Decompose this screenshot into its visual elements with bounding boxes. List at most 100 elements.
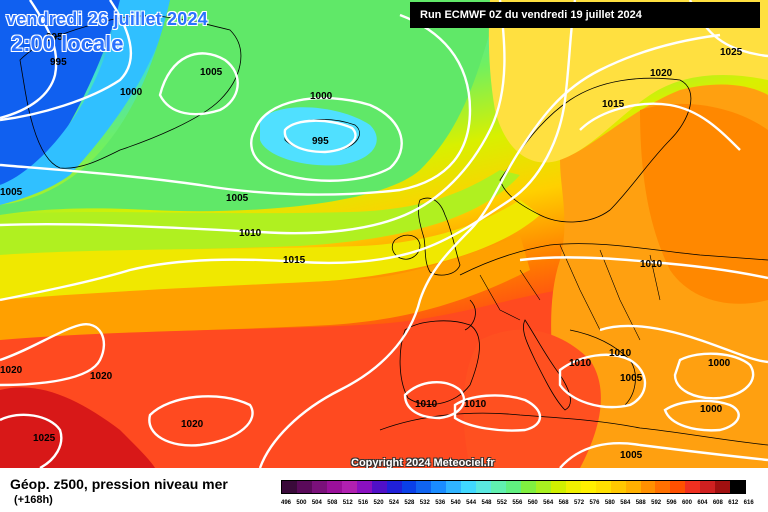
country-borders xyxy=(479,244,661,341)
color-scale-tick-label: 588 xyxy=(635,500,646,506)
band-cyan-nw xyxy=(0,0,170,205)
color-scale-cell xyxy=(416,481,432,493)
color-scale-cell xyxy=(371,481,387,493)
band-dark-orange-east xyxy=(640,103,768,304)
color-scale-cell xyxy=(535,481,551,493)
band-red-sw xyxy=(0,290,580,468)
color-scale-tick-label: 516 xyxy=(358,500,369,506)
color-scale-tick-label: 576 xyxy=(589,500,600,506)
isobar-label: 1015 xyxy=(602,99,625,110)
weather-map: 995 995 1000 1005 1000 995 1005 1010 101… xyxy=(0,0,768,468)
isobar-label: 1010 xyxy=(569,358,592,369)
color-scale-tick-label: 552 xyxy=(496,500,507,506)
color-scale-cell xyxy=(386,481,402,493)
color-scale-tick-label: 556 xyxy=(512,500,523,506)
color-scale-tick-label: 572 xyxy=(574,500,585,506)
color-scale-cell xyxy=(715,481,731,493)
isobar-label: 995 xyxy=(50,57,67,68)
color-scale-tick-label: 568 xyxy=(558,500,569,506)
isobar-label: 1010 xyxy=(239,228,262,239)
color-scale-tick-label: 596 xyxy=(666,500,677,506)
isobar-lines xyxy=(0,0,768,468)
isobar-label: 1000 xyxy=(700,404,723,415)
isobar-label: 1025 xyxy=(720,47,743,58)
britain-coast xyxy=(417,197,461,276)
isobar-label: 1020 xyxy=(181,419,204,430)
legend-forecast-hour: (+168h) xyxy=(14,494,53,506)
italy-coast xyxy=(523,319,571,411)
isobar-1000-iceland xyxy=(250,96,403,182)
color-scale-cell xyxy=(446,481,462,493)
scandinavia-coast xyxy=(499,77,692,223)
isobar-label: 1020 xyxy=(650,68,673,79)
color-scale-tick-label: 544 xyxy=(466,500,477,506)
color-scale-cell xyxy=(640,481,656,493)
color-scale-tick-label: 604 xyxy=(697,500,708,506)
color-scale-tick-label: 536 xyxy=(435,500,446,506)
color-scale xyxy=(281,480,746,494)
isobar-label: 1025 xyxy=(33,433,56,444)
color-scale-cell xyxy=(625,481,641,493)
isobar-label: 1020 xyxy=(0,365,23,376)
color-scale-ticks: 496 500 504 508 512 516 520 524 528 532 536 540 544 5… xyxy=(281,500,759,510)
color-scale-cell xyxy=(595,481,611,493)
isobar-label: 1005 xyxy=(0,187,23,198)
band-lime xyxy=(0,170,520,255)
isobar-1000-east2 xyxy=(663,399,740,432)
isobar-995-iceland xyxy=(283,119,357,154)
isobar-label: 1010 xyxy=(415,399,438,410)
model-run-banner: Run ECMWF 0Z du vendredi 19 juillet 2024 xyxy=(410,2,760,28)
color-scale-tick-label: 524 xyxy=(388,500,399,506)
africa-coast xyxy=(379,412,768,446)
color-scale-cell xyxy=(580,481,596,493)
isobar-1010 xyxy=(0,0,506,235)
isobar-labels: 995 995 1000 1005 1000 995 1005 1010 101… xyxy=(0,32,743,461)
color-scale-cell xyxy=(431,481,447,493)
forecast-date: vendredi 26 juillet 2024 xyxy=(6,9,208,29)
isobar-label: 1000 xyxy=(120,87,143,98)
isobar-label: 1005 xyxy=(620,450,643,461)
isobar-label: 995 xyxy=(46,32,63,43)
color-scale-cell xyxy=(610,481,626,493)
isobar-label: 1010 xyxy=(609,348,632,359)
color-scale-cell xyxy=(311,481,327,493)
color-scale-cell xyxy=(326,481,342,493)
color-scale-tick-label: 540 xyxy=(450,500,461,506)
isobar-label: 1000 xyxy=(310,91,333,102)
isobar-label: 1010 xyxy=(464,399,487,410)
isobar-1010-med xyxy=(453,394,542,432)
isobar-1010-balkans xyxy=(558,353,647,409)
isobar-1020-azores xyxy=(148,395,254,447)
color-scale-tick-label: 564 xyxy=(543,500,554,506)
color-scale-tick-label: 616 xyxy=(743,500,754,506)
color-scale-cell xyxy=(401,481,417,493)
color-scale-cell xyxy=(282,481,297,493)
color-scale-cell xyxy=(670,481,686,493)
band-red-italy xyxy=(463,329,601,468)
isobar-1005-greenland xyxy=(158,52,239,116)
color-scale-cell xyxy=(565,481,581,493)
color-scale-cell xyxy=(491,481,507,493)
color-scale-cell xyxy=(296,481,312,493)
band-yellow-scand xyxy=(488,0,768,163)
isobar-1010-europe xyxy=(519,256,768,280)
greenland-coast xyxy=(19,15,242,169)
color-scale-cell xyxy=(521,481,536,493)
isobar-label: 1015 xyxy=(283,255,306,266)
band-yellow xyxy=(0,200,540,300)
europe-coast xyxy=(459,243,768,331)
color-scale-cell xyxy=(476,481,492,493)
color-scale-tick-label: 592 xyxy=(651,500,662,506)
legend-title: Géop. z500, pression niveau mer xyxy=(10,476,228,492)
band-blue-nw xyxy=(0,0,120,185)
color-scale-tick-label: 600 xyxy=(681,500,692,506)
color-scale-cell xyxy=(685,481,701,493)
color-scale-tick-label: 560 xyxy=(527,500,538,506)
color-scale-tick-label: 580 xyxy=(604,500,615,506)
band-orange-west xyxy=(0,235,530,340)
isobar-1010-iberia xyxy=(403,381,466,420)
color-scale-tick-label: 512 xyxy=(342,500,353,506)
isobar-label: 1010 xyxy=(640,259,663,270)
color-scale-tick-label: 496 xyxy=(281,500,292,506)
